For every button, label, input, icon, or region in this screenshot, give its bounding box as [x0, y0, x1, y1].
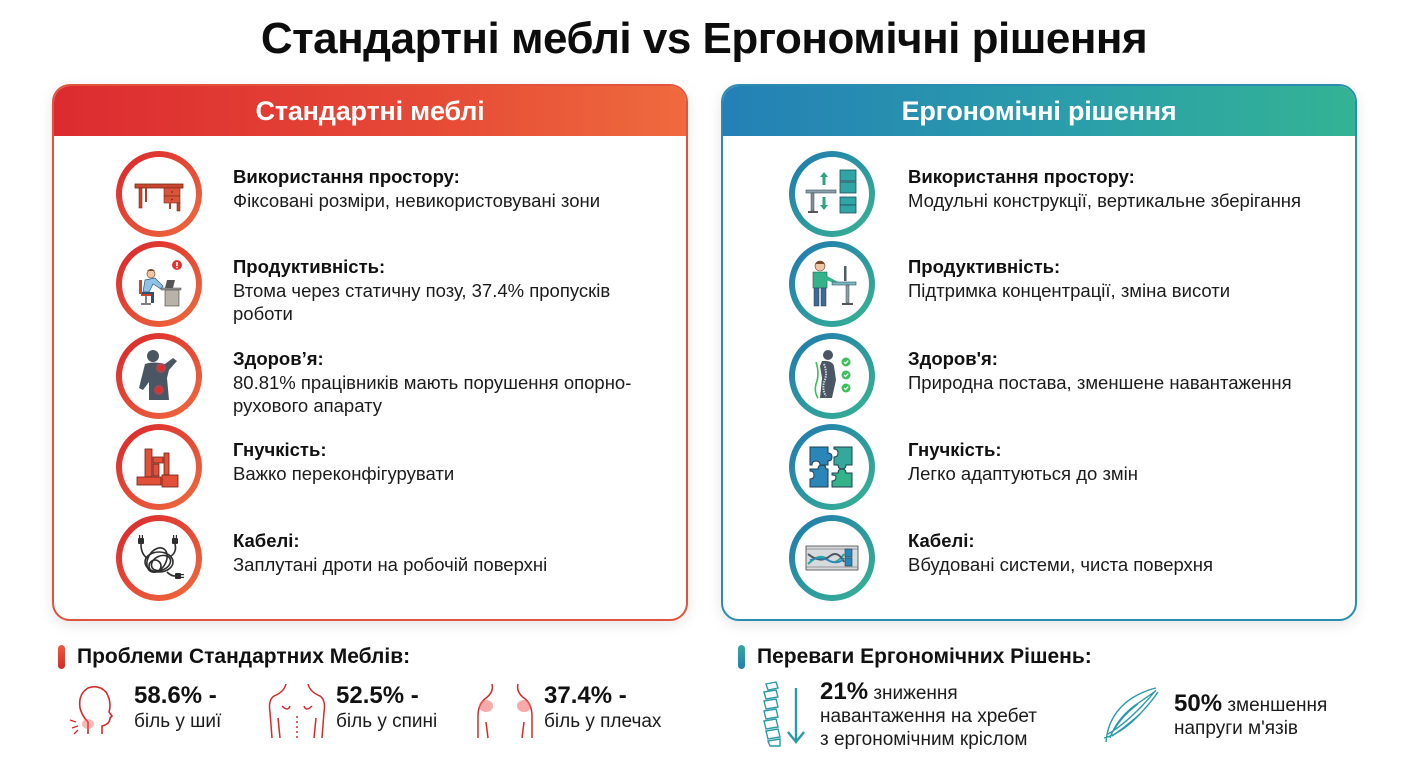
standard-furniture-card: Стандартні меблі Використання простору: … [52, 84, 688, 621]
row-title: Гнучкість: [908, 439, 1002, 460]
neck-pain-stat: 58.6% - біль у шиї [66, 682, 221, 738]
shoulder-pain-stat: 37.4% - біль у плечах [474, 682, 661, 740]
ergonomic-row-flexibility: Гнучкість: Легко адаптуються до змін [723, 424, 1355, 514]
row-description: Легко адаптуються до змін [908, 463, 1138, 484]
row-description: Заплутані дроти на робочій поверхні [233, 554, 548, 575]
back-pain-outline-icon [268, 683, 326, 739]
stat-value: 50% [1174, 690, 1223, 717]
problems-heading-text: Проблеми Стандартних Меблів: [77, 645, 411, 668]
muscle-stat-line1: 50% зменшення [1174, 692, 1327, 717]
accent-bar [58, 645, 65, 669]
office-desk-icon [134, 183, 184, 212]
row-description: Підтримка концентрації, зміна висоти [908, 280, 1231, 301]
ergonomic-card-header: Ергономічні рішення [723, 86, 1355, 136]
stat-label: біль у шиї [134, 711, 222, 732]
row-title: Здоров'я: [908, 348, 998, 369]
ergonomic-row-health: Здоров'я: Природна постава, зменшене нав… [723, 333, 1355, 423]
row-description: Втома через статичну позу, 37.4% пропуск… [233, 280, 611, 324]
stat-value: 52.5% - [336, 682, 419, 709]
row-title: Продуктивність: [233, 256, 386, 277]
ergonomic-row-productivity: Продуктивність: Підтримка концентрації, … [723, 241, 1355, 331]
stat-label: зменшення [1227, 695, 1328, 716]
rigid-blocks-icon [136, 448, 179, 488]
stat-label: з ергономічним кріслом [820, 729, 1028, 750]
stat-label: навантаження на хребет [820, 706, 1037, 727]
back-pain-icon [139, 350, 177, 400]
standing-worker-icon [812, 260, 857, 307]
ergonomic-row-cables: Кабелі: Вбудовані системи, чиста поверхн… [723, 515, 1355, 605]
row-title: Продуктивність: [908, 256, 1061, 277]
row-title: Кабелі: [908, 530, 975, 551]
stat-value: 37.4% - [544, 682, 627, 709]
row-description: Фіксовані розміри, невикористовувані зон… [233, 190, 601, 211]
row-description: 80.81% працівників мають порушення опорн… [233, 372, 632, 416]
problems-heading: Проблеми Стандартних Меблів: [58, 645, 410, 669]
puzzle-pieces-icon [809, 446, 853, 488]
standard-row-productivity: Продуктивність: Втома через статичну поз… [54, 241, 686, 331]
stat-value: 58.6% - [134, 682, 217, 709]
row-title: Використання простору: [908, 166, 1135, 187]
stat-label: напруги м'язів [1174, 718, 1299, 739]
row-title: Здоров’я: [233, 348, 324, 369]
row-title: Використання простору: [233, 166, 460, 187]
ergonomic-solutions-card: Ергономічні рішення [721, 84, 1357, 621]
tired-worker-icon [139, 260, 182, 307]
back-pain-stat: 52.5% - біль у спині [266, 682, 437, 740]
row-title: Гнучкість: [233, 439, 327, 460]
standard-row-cables: Кабелі: Заплутані дроти на робочій повер… [54, 515, 686, 605]
standard-row-health: Здоров’я: 80.81% працівників мають поруш… [54, 333, 686, 423]
standard-row-space: Використання простору: Фіксовані розміри… [54, 151, 686, 241]
page-title: Стандартні меблі vs Ергономічні рішення [260, 14, 1148, 63]
tangled-cables-icon [138, 535, 184, 579]
cable-management-icon [805, 545, 859, 571]
benefits-heading-text: Переваги Ергономічних Рішень: [757, 645, 1092, 668]
row-description: Природна постава, зменшене навантаження [908, 372, 1292, 393]
adjustable-desk-storage-icon [805, 169, 857, 214]
ergonomic-row-space: Використання простору: Модульні конструк… [723, 151, 1355, 241]
healthy-spine-icon [814, 350, 851, 399]
neck-pain-icon [69, 685, 114, 735]
muscle-icon [1103, 687, 1159, 743]
stat-label: біль у спині [336, 711, 438, 732]
spine-stat-line1: 21% зниження [820, 680, 1037, 705]
spine-down-arrow-icon [763, 681, 805, 747]
row-title: Кабелі: [233, 530, 300, 551]
stat-value: 21% [820, 678, 869, 705]
standard-card-header: Стандартні меблі [54, 86, 686, 136]
standard-row-flexibility: Гнучкість: Важко переконфігурувати [54, 424, 686, 514]
spine-load-stat: 21% зниження навантаження на хребет з ер… [758, 680, 1037, 751]
benefits-heading: Переваги Ергономічних Рішень: [738, 645, 1092, 669]
row-description: Модульні конструкції, вертикальне зберіг… [908, 190, 1302, 211]
row-description: Важко переконфігурувати [233, 463, 455, 484]
stat-label: зниження [873, 683, 958, 704]
accent-bar [738, 645, 745, 669]
stat-label: біль у плечах [544, 711, 662, 732]
shoulder-pain-icon [477, 683, 533, 739]
muscle-tension-stat: 50% зменшення напруги м'язів [1100, 684, 1327, 746]
row-description: Вбудовані системи, чиста поверхня [908, 554, 1214, 575]
